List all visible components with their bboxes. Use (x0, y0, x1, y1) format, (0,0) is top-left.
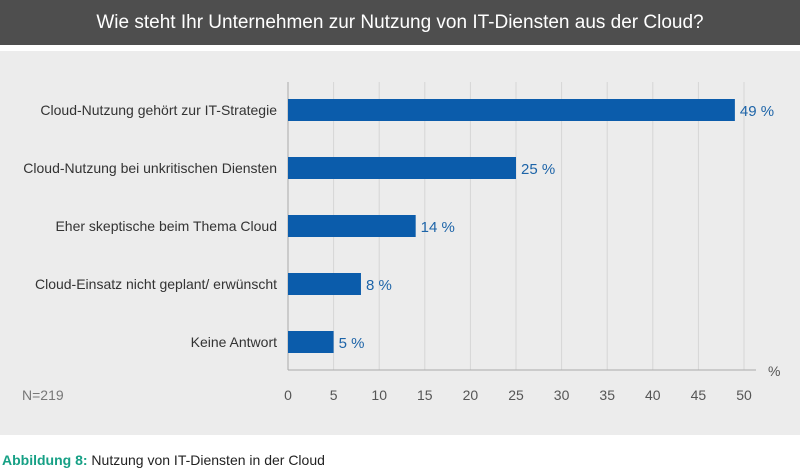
x-tick-label: 20 (463, 387, 479, 403)
x-tick-label: 25 (508, 387, 524, 403)
data-label: 14 % (421, 219, 455, 236)
x-tick-label: 5 (330, 387, 338, 403)
data-label: 49 % (740, 103, 774, 120)
x-tick-label: 50 (736, 387, 752, 403)
x-tick-label: 40 (645, 387, 661, 403)
category-label: Cloud-Nutzung bei unkritischen Diensten (23, 160, 277, 176)
figure-caption: Abbildung 8: Nutzung von IT-Diensten in … (2, 452, 325, 468)
data-label: 8 % (366, 277, 392, 294)
bar (288, 215, 416, 237)
x-tick-label: 45 (691, 387, 707, 403)
x-tick-label: 0 (284, 387, 292, 403)
x-tick-label: 35 (599, 387, 615, 403)
x-tick-label: 30 (554, 387, 570, 403)
x-tick-label: 15 (417, 387, 433, 403)
chart-title: Wie steht Ihr Unternehmen zur Nutzung vo… (0, 0, 800, 45)
category-label: Eher skeptische beim Thema Cloud (55, 218, 277, 234)
bar (288, 157, 516, 179)
data-label: 25 % (521, 161, 555, 178)
bar (288, 331, 334, 353)
caption-lead: Abbildung 8: (2, 452, 88, 468)
bar (288, 273, 361, 295)
category-label: Cloud-Nutzung gehört zur IT-Strategie (40, 102, 277, 118)
data-label: 5 % (339, 335, 365, 352)
category-label: Keine Antwort (191, 334, 277, 350)
category-label: Cloud-Einsatz nicht geplant/ erwünscht (35, 276, 277, 292)
x-unit-label: % (768, 363, 780, 379)
x-tick-label: 10 (371, 387, 387, 403)
sample-size-note: N=219 (22, 387, 64, 403)
bar (288, 99, 735, 121)
caption-text: Nutzung von IT-Diensten in der Cloud (87, 452, 325, 468)
